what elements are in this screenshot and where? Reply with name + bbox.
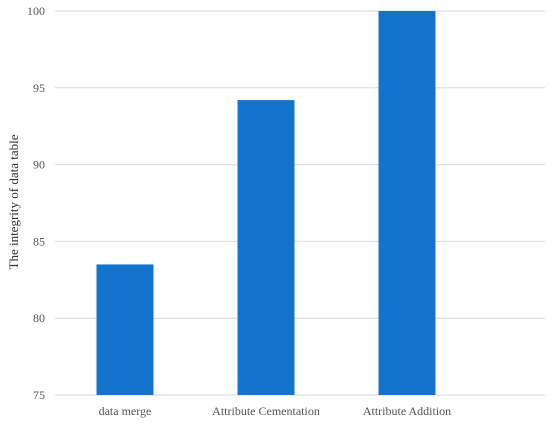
bar bbox=[378, 11, 436, 395]
x-tick-label: Attribute Addition bbox=[363, 404, 451, 418]
y-tick-label: 85 bbox=[33, 234, 45, 248]
y-tick-label: 75 bbox=[33, 388, 45, 402]
x-tick-label: Attribute Cementation bbox=[212, 404, 320, 418]
x-tick-label: data merge bbox=[99, 404, 152, 418]
y-tick-label: 100 bbox=[27, 4, 45, 18]
bars bbox=[96, 11, 436, 395]
y-tick-label: 95 bbox=[33, 81, 45, 95]
y-axis-label: The integrity of data table bbox=[6, 134, 21, 269]
y-tick-label: 80 bbox=[33, 311, 45, 325]
y-tick-label: 90 bbox=[33, 158, 45, 172]
y-axis-ticks: 75 80 85 90 95 100 bbox=[27, 4, 45, 402]
bar bbox=[96, 264, 154, 395]
x-axis-ticks: data merge Attribute Cementation Attribute… bbox=[99, 404, 452, 418]
bar bbox=[237, 100, 295, 395]
